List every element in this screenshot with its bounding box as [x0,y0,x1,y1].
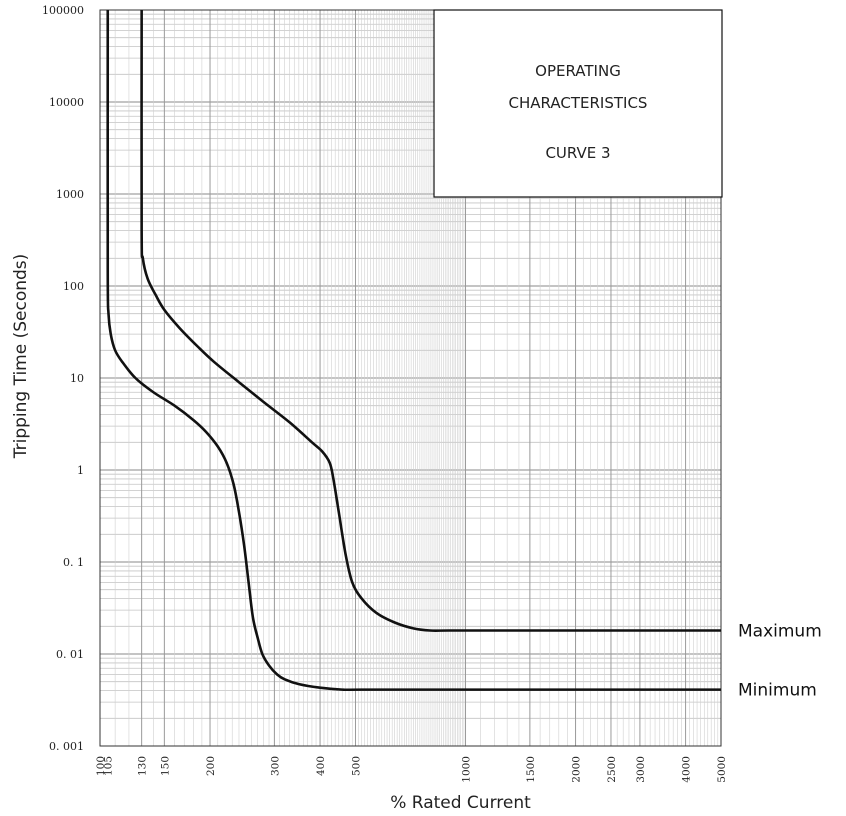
x-tick-label: 300 [269,756,281,776]
y-tick-label: 0. 001 [49,740,84,753]
series-labels: Maximum Minimum [738,622,822,701]
title-box-line-3: CURVE 3 [545,144,610,162]
x-tick-label: 150 [159,756,171,776]
x-tick-label: 105 [103,756,115,776]
y-tick-label: 10000 [49,96,84,109]
x-tick-label: 400 [315,756,327,776]
series-lines [106,9,721,692]
title-box: OPERATING CHARACTERISTICS CURVE 3 [433,9,723,198]
y-tick-label: 0. 1 [63,556,84,569]
plot-frame [99,9,722,747]
title-box-line-1: OPERATING [535,62,621,80]
y-tick-label: 10 [70,372,84,385]
series-label-minimum: Minimum [738,681,817,701]
series-line-maximum [140,9,721,632]
series-label-maximum: Maximum [738,622,822,642]
y-tick-label: 1000 [56,188,84,201]
y-tick-label: 1 [77,464,84,477]
x-tick-label: 200 [205,756,217,776]
x-tick-label: 5000 [716,756,728,783]
x-tick-label: 1000 [461,756,473,783]
y-tick-label: 0. 01 [56,648,84,661]
x-tick-label: 3000 [635,756,647,783]
title-box-line-2: CHARACTERISTICS [509,94,648,112]
x-axis-label: % Rated Current [390,793,531,813]
y-axis-label: Tripping Time (Seconds) [11,254,31,460]
x-tick-label: 130 [137,756,149,776]
title-box-frame [433,9,723,198]
series-line-minimum [106,9,721,692]
y-tick-label: 100000 [42,4,84,17]
grid [99,10,722,747]
x-tick-label: 500 [351,756,363,776]
x-tick-label: 100 [95,756,107,776]
x-tick-label: 2000 [571,756,583,783]
x-tick-label: 4000 [681,756,693,783]
x-tick-label: 2500 [606,756,618,783]
x-tick-label: 1500 [525,756,537,783]
y-tick-label: 100 [63,280,84,293]
